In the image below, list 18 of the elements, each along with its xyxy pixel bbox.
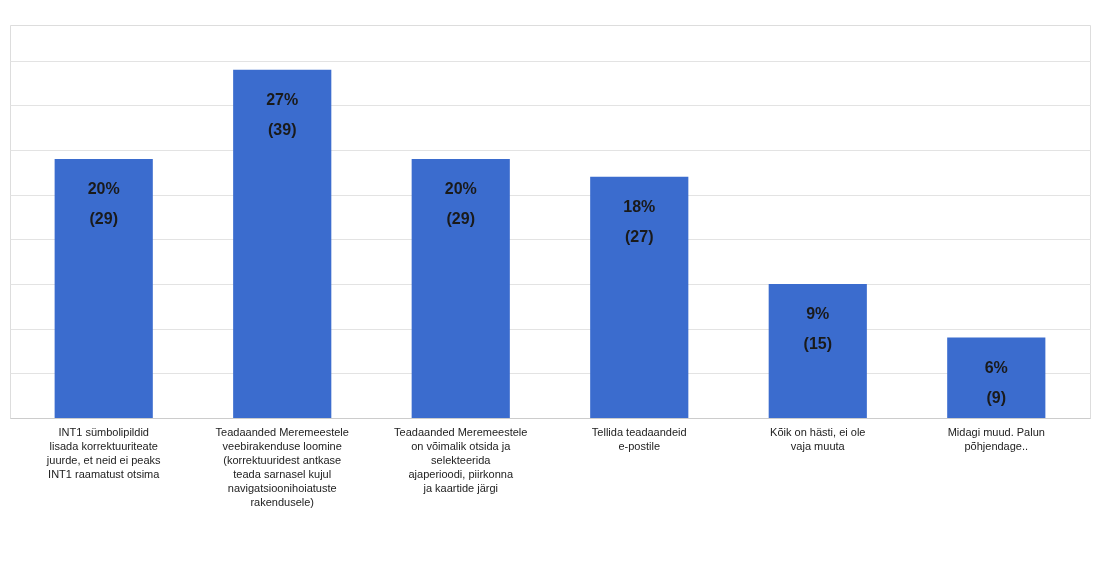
x-tick-label: Tellida teadaandeid e-postile — [591, 425, 687, 452]
data-label: 20% (29) — [87, 179, 120, 227]
data-label: 20% (29) — [444, 179, 477, 227]
data-label: 6% (9) — [984, 358, 1008, 406]
data-label: 18% (27) — [623, 197, 656, 245]
bar — [590, 176, 689, 418]
bar — [411, 158, 510, 418]
x-tick-label: Teadaanded Meremeestele on võimalik otsida ja selekteerida ajaperioodi, piirkonna ja kaartide järgi — [394, 425, 528, 494]
bar — [233, 69, 332, 418]
x-tick-label: Midagi muud. Palun põhjendage.. — [947, 425, 1045, 452]
data-label: 27% (39) — [266, 90, 299, 138]
x-tick-label: INT1 sümbolipildid lisada korrektuuriteate juurde, et neid ei peaks INT1 raamatust otsima — [45, 425, 162, 480]
bar — [768, 284, 867, 418]
data-label: 9% (15) — [803, 305, 832, 353]
bar — [54, 158, 153, 418]
bar — [947, 337, 1046, 418]
x-tick-label: Kõik on hästi, ei ole vaja muuta — [770, 425, 866, 452]
x-tick-label: Teadaanded Meremeestele veebirakenduse loomine (korrektuuridest antkase teada sarnasel kujul navigatsioonihoiatuste rakendusele) — [215, 425, 349, 508]
